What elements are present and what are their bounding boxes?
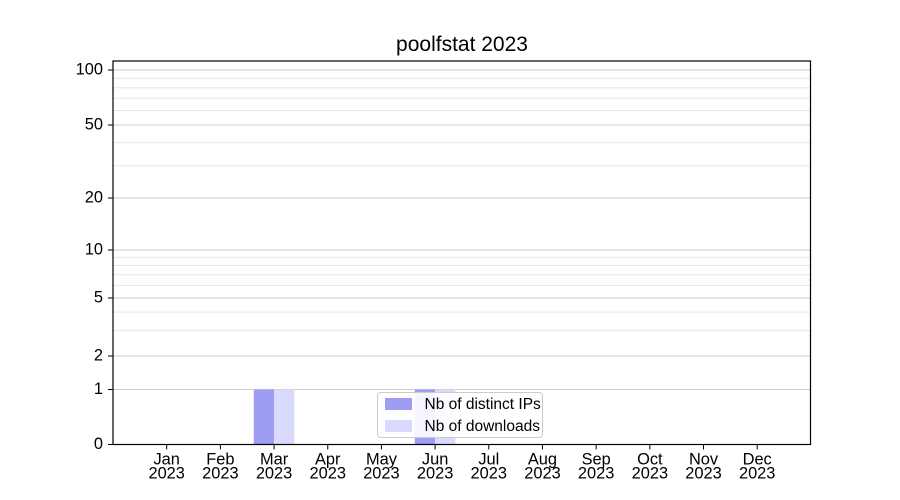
svg-text:2023: 2023 [524,465,560,483]
svg-text:0: 0 [94,435,103,453]
svg-text:100: 100 [76,61,103,79]
svg-text:2023: 2023 [471,465,507,483]
svg-text:2023: 2023 [685,465,721,483]
svg-text:2023: 2023 [148,465,184,483]
svg-text:2023: 2023 [363,465,399,483]
svg-text:20: 20 [85,189,103,207]
svg-text:2023: 2023 [417,465,453,483]
svg-text:poolfstat 2023: poolfstat 2023 [396,33,528,56]
svg-text:2023: 2023 [310,465,346,483]
svg-text:2023: 2023 [578,465,614,483]
svg-text:1: 1 [94,380,103,398]
svg-text:2023: 2023 [256,465,292,483]
svg-text:2023: 2023 [739,465,775,483]
svg-text:2023: 2023 [202,465,238,483]
svg-text:2023: 2023 [632,465,668,483]
svg-text:2: 2 [94,347,103,365]
svg-text:10: 10 [85,241,103,259]
svg-text:50: 50 [85,116,103,134]
svg-text:5: 5 [94,289,103,307]
